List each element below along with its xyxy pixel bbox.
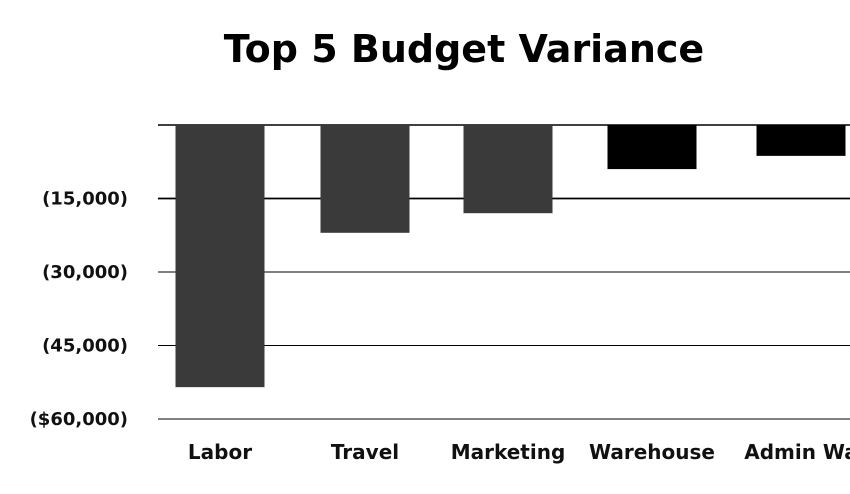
x-label-admin-wa: Admin Wa [744, 440, 850, 464]
bar-marketing [463, 125, 553, 214]
x-label-travel: Travel [331, 440, 399, 464]
y-tick-label: (30,000) [42, 262, 128, 283]
bar-labor [175, 125, 265, 388]
bar-warehouse [607, 125, 697, 170]
x-label-labor: Labor [188, 440, 252, 464]
y-tick-label: (15,000) [42, 189, 128, 210]
y-axis-tick-labels: (15,000) (30,000) (45,000) ($60,000) [30, 189, 128, 431]
y-tick-label: (45,000) [42, 336, 128, 357]
bar-admin-wa [756, 125, 846, 156]
chart-title: Top 5 Budget Variance [224, 27, 704, 71]
x-label-warehouse: Warehouse [589, 440, 715, 464]
bar-travel [320, 125, 410, 233]
x-label-marketing: Marketing [451, 440, 566, 464]
bars [175, 125, 846, 388]
y-tick-label: ($60,000) [30, 409, 128, 430]
x-axis-category-labels: Labor Travel Marketing Warehouse Admin Wa [188, 440, 850, 464]
